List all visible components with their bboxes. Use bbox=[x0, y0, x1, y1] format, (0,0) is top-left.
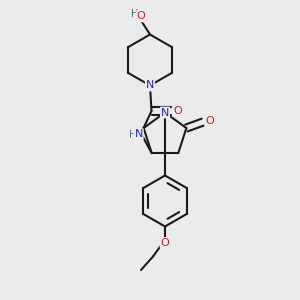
Text: N: N bbox=[161, 107, 169, 118]
Text: H: H bbox=[131, 9, 139, 20]
Text: N: N bbox=[134, 129, 143, 139]
Text: O: O bbox=[205, 116, 214, 125]
Text: H: H bbox=[129, 130, 136, 140]
Text: N: N bbox=[146, 80, 154, 91]
Text: O: O bbox=[173, 106, 182, 116]
Text: O: O bbox=[136, 11, 146, 22]
Text: O: O bbox=[160, 238, 169, 248]
